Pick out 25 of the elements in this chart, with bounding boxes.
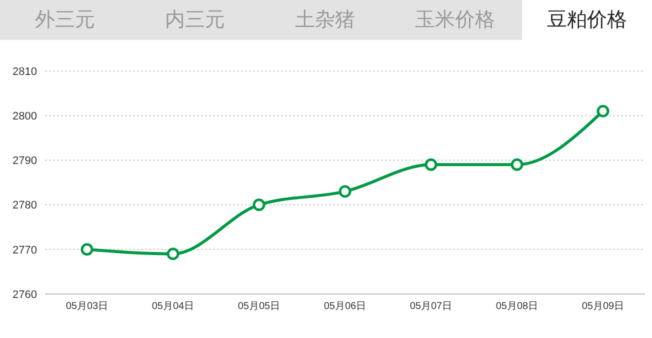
x-tick-label: 05月07日 (410, 301, 452, 312)
text: 外三元 (34, 8, 96, 33)
x-tick-label: 05月09日 (582, 301, 624, 312)
y-tick-label: 2810 (12, 66, 37, 78)
point (510, 158, 524, 171)
y-tick-label: 2780 (12, 200, 37, 212)
x-tick-label: 05月03日 (66, 301, 108, 312)
y-tick-label: 2800 (12, 110, 37, 123)
point (80, 243, 94, 256)
point (252, 198, 266, 212)
point (596, 104, 610, 118)
x-tick-label: 05月08日 (496, 301, 538, 312)
chart-title: 豆粕价格 (522, 0, 652, 40)
point (338, 185, 352, 198)
y-tick-label: 2760 (12, 288, 37, 301)
text: 玉米价格 (414, 8, 496, 33)
x-tick-label: 05月05日 (238, 301, 280, 312)
point (424, 158, 438, 171)
point (166, 248, 180, 260)
x-tick-label: 05月06日 (324, 301, 366, 312)
y-tick-label: 2770 (12, 244, 37, 256)
y-tick-label: 2790 (12, 155, 37, 168)
x-tick-label: 05月04日 (152, 301, 194, 312)
text: 土杂猪 (294, 8, 356, 33)
text: 内三元 (164, 8, 226, 33)
